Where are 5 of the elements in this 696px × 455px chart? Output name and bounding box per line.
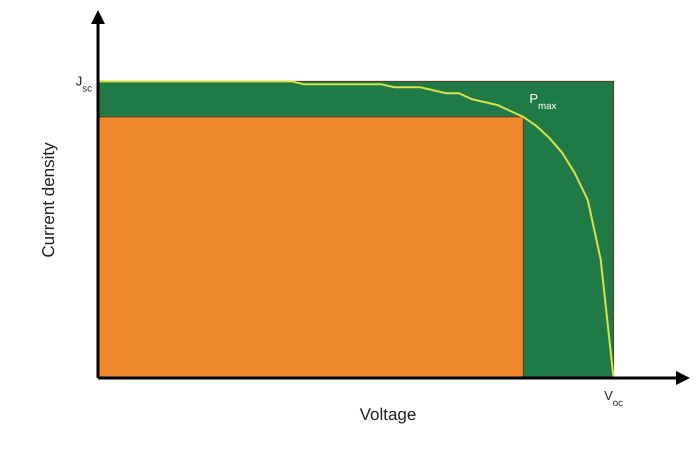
text: J$_{sc}$ xyxy=(76,73,92,94)
x-axis-title: Voltage xyxy=(360,405,416,424)
annotation: P$_{max}$ xyxy=(529,90,557,112)
y-axis-title: Current density xyxy=(39,142,58,258)
text: V$_{oc}$ xyxy=(604,388,624,408)
